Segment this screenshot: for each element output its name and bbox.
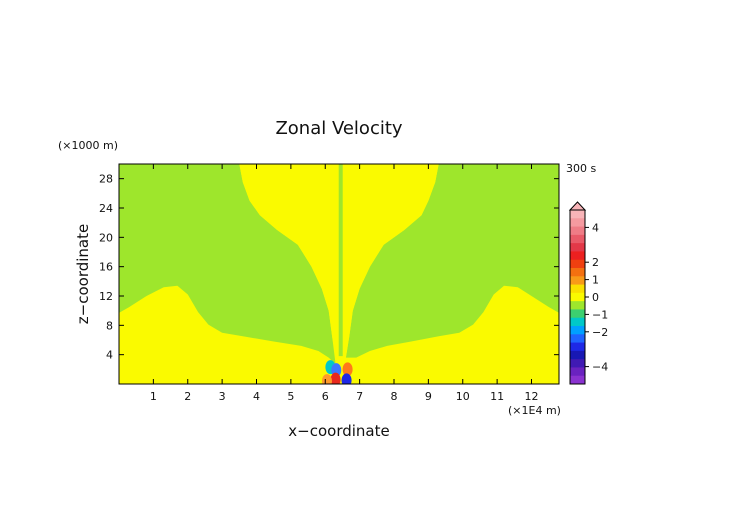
x-unit-label: (×1E4 m)	[508, 404, 561, 417]
colorbar-swatch	[570, 309, 585, 319]
colorbar-swatch	[570, 301, 585, 310]
colorbar-swatch	[570, 210, 585, 219]
colorbar-label: −4	[592, 361, 608, 374]
x-axis-ticks: 1 2 3 4 5 6 7 8 9 10 11 12	[150, 164, 539, 403]
y-axis-ticks: 4 8 12 16 20 24 28	[99, 173, 559, 362]
colorbar-label: −1	[592, 308, 608, 321]
anomaly-3	[330, 372, 341, 384]
heatmap-plot-area	[119, 164, 559, 384]
colorbar-swatch	[570, 234, 585, 244]
anomaly-2	[342, 362, 353, 377]
x-tick-label: 8	[391, 390, 398, 403]
anomaly-5	[321, 374, 332, 384]
colorbar: 4 2 1 0 −1 −2 −4	[568, 201, 608, 385]
colorbar-swatch	[570, 367, 585, 377]
y-unit-label: (×1000 m)	[58, 139, 118, 152]
colorbar-swatch	[570, 317, 585, 327]
colorbar-swatch	[570, 292, 585, 302]
x-tick-label: 10	[456, 390, 470, 403]
colorbar-swatch	[570, 276, 585, 286]
y-tick-label: 16	[99, 261, 113, 274]
surface-anomalies	[321, 360, 353, 384]
x-axis-label: x−coordinate	[288, 422, 389, 440]
x-tick-label: 2	[184, 390, 191, 403]
colorbar-label: 0	[592, 291, 599, 304]
near-zero-region	[119, 164, 559, 365]
time-label: 300 s	[566, 162, 596, 175]
x-tick-label: 6	[322, 390, 329, 403]
colorbar-swatch	[570, 334, 585, 344]
colorbar-swatch	[570, 326, 585, 335]
colorbar-swatch	[570, 243, 585, 252]
colorbar-overflow-arrow	[568, 201, 587, 211]
x-tick-label: 5	[287, 390, 294, 403]
colorbar-swatch	[570, 284, 585, 294]
colorbar-swatch	[570, 359, 585, 368]
y-axis-label: z−coordinate	[74, 224, 92, 324]
x-tick-label: 3	[219, 390, 226, 403]
right-positive-wedge	[342, 164, 439, 358]
colorbar-swatch	[570, 342, 585, 352]
chart-title: Zonal Velocity	[275, 118, 402, 139]
y-tick-label: 24	[99, 202, 113, 215]
y-tick-label: 20	[99, 231, 113, 244]
x-tick-label: 9	[425, 390, 432, 403]
colorbar-swatch	[570, 375, 585, 385]
y-tick-label: 28	[99, 173, 113, 186]
colorbar-swatch	[570, 218, 585, 228]
y-tick-label: 8	[106, 319, 113, 332]
colorbar-label: 2	[592, 256, 599, 269]
x-tick-label: 1	[150, 390, 157, 403]
y-tick-label: 4	[106, 349, 113, 362]
y-tick-label: 12	[99, 290, 113, 303]
x-tick-label: 4	[253, 390, 260, 403]
plot-frame	[118, 163, 560, 385]
anomaly-4	[341, 373, 352, 384]
x-tick-label: 7	[356, 390, 363, 403]
colorbar-label: −2	[592, 326, 608, 339]
colorbar-swatch	[570, 259, 585, 269]
left-positive-wedge	[239, 164, 339, 358]
colorbar-swatch	[570, 251, 585, 261]
colorbar-swatch	[570, 226, 585, 236]
colorbar-label: 4	[592, 221, 599, 234]
x-tick-label: 11	[490, 390, 504, 403]
x-tick-label: 12	[525, 390, 539, 403]
colorbar-swatch	[570, 350, 585, 360]
colorbar-label: 1	[592, 274, 599, 287]
colorbar-swatch	[570, 268, 585, 277]
